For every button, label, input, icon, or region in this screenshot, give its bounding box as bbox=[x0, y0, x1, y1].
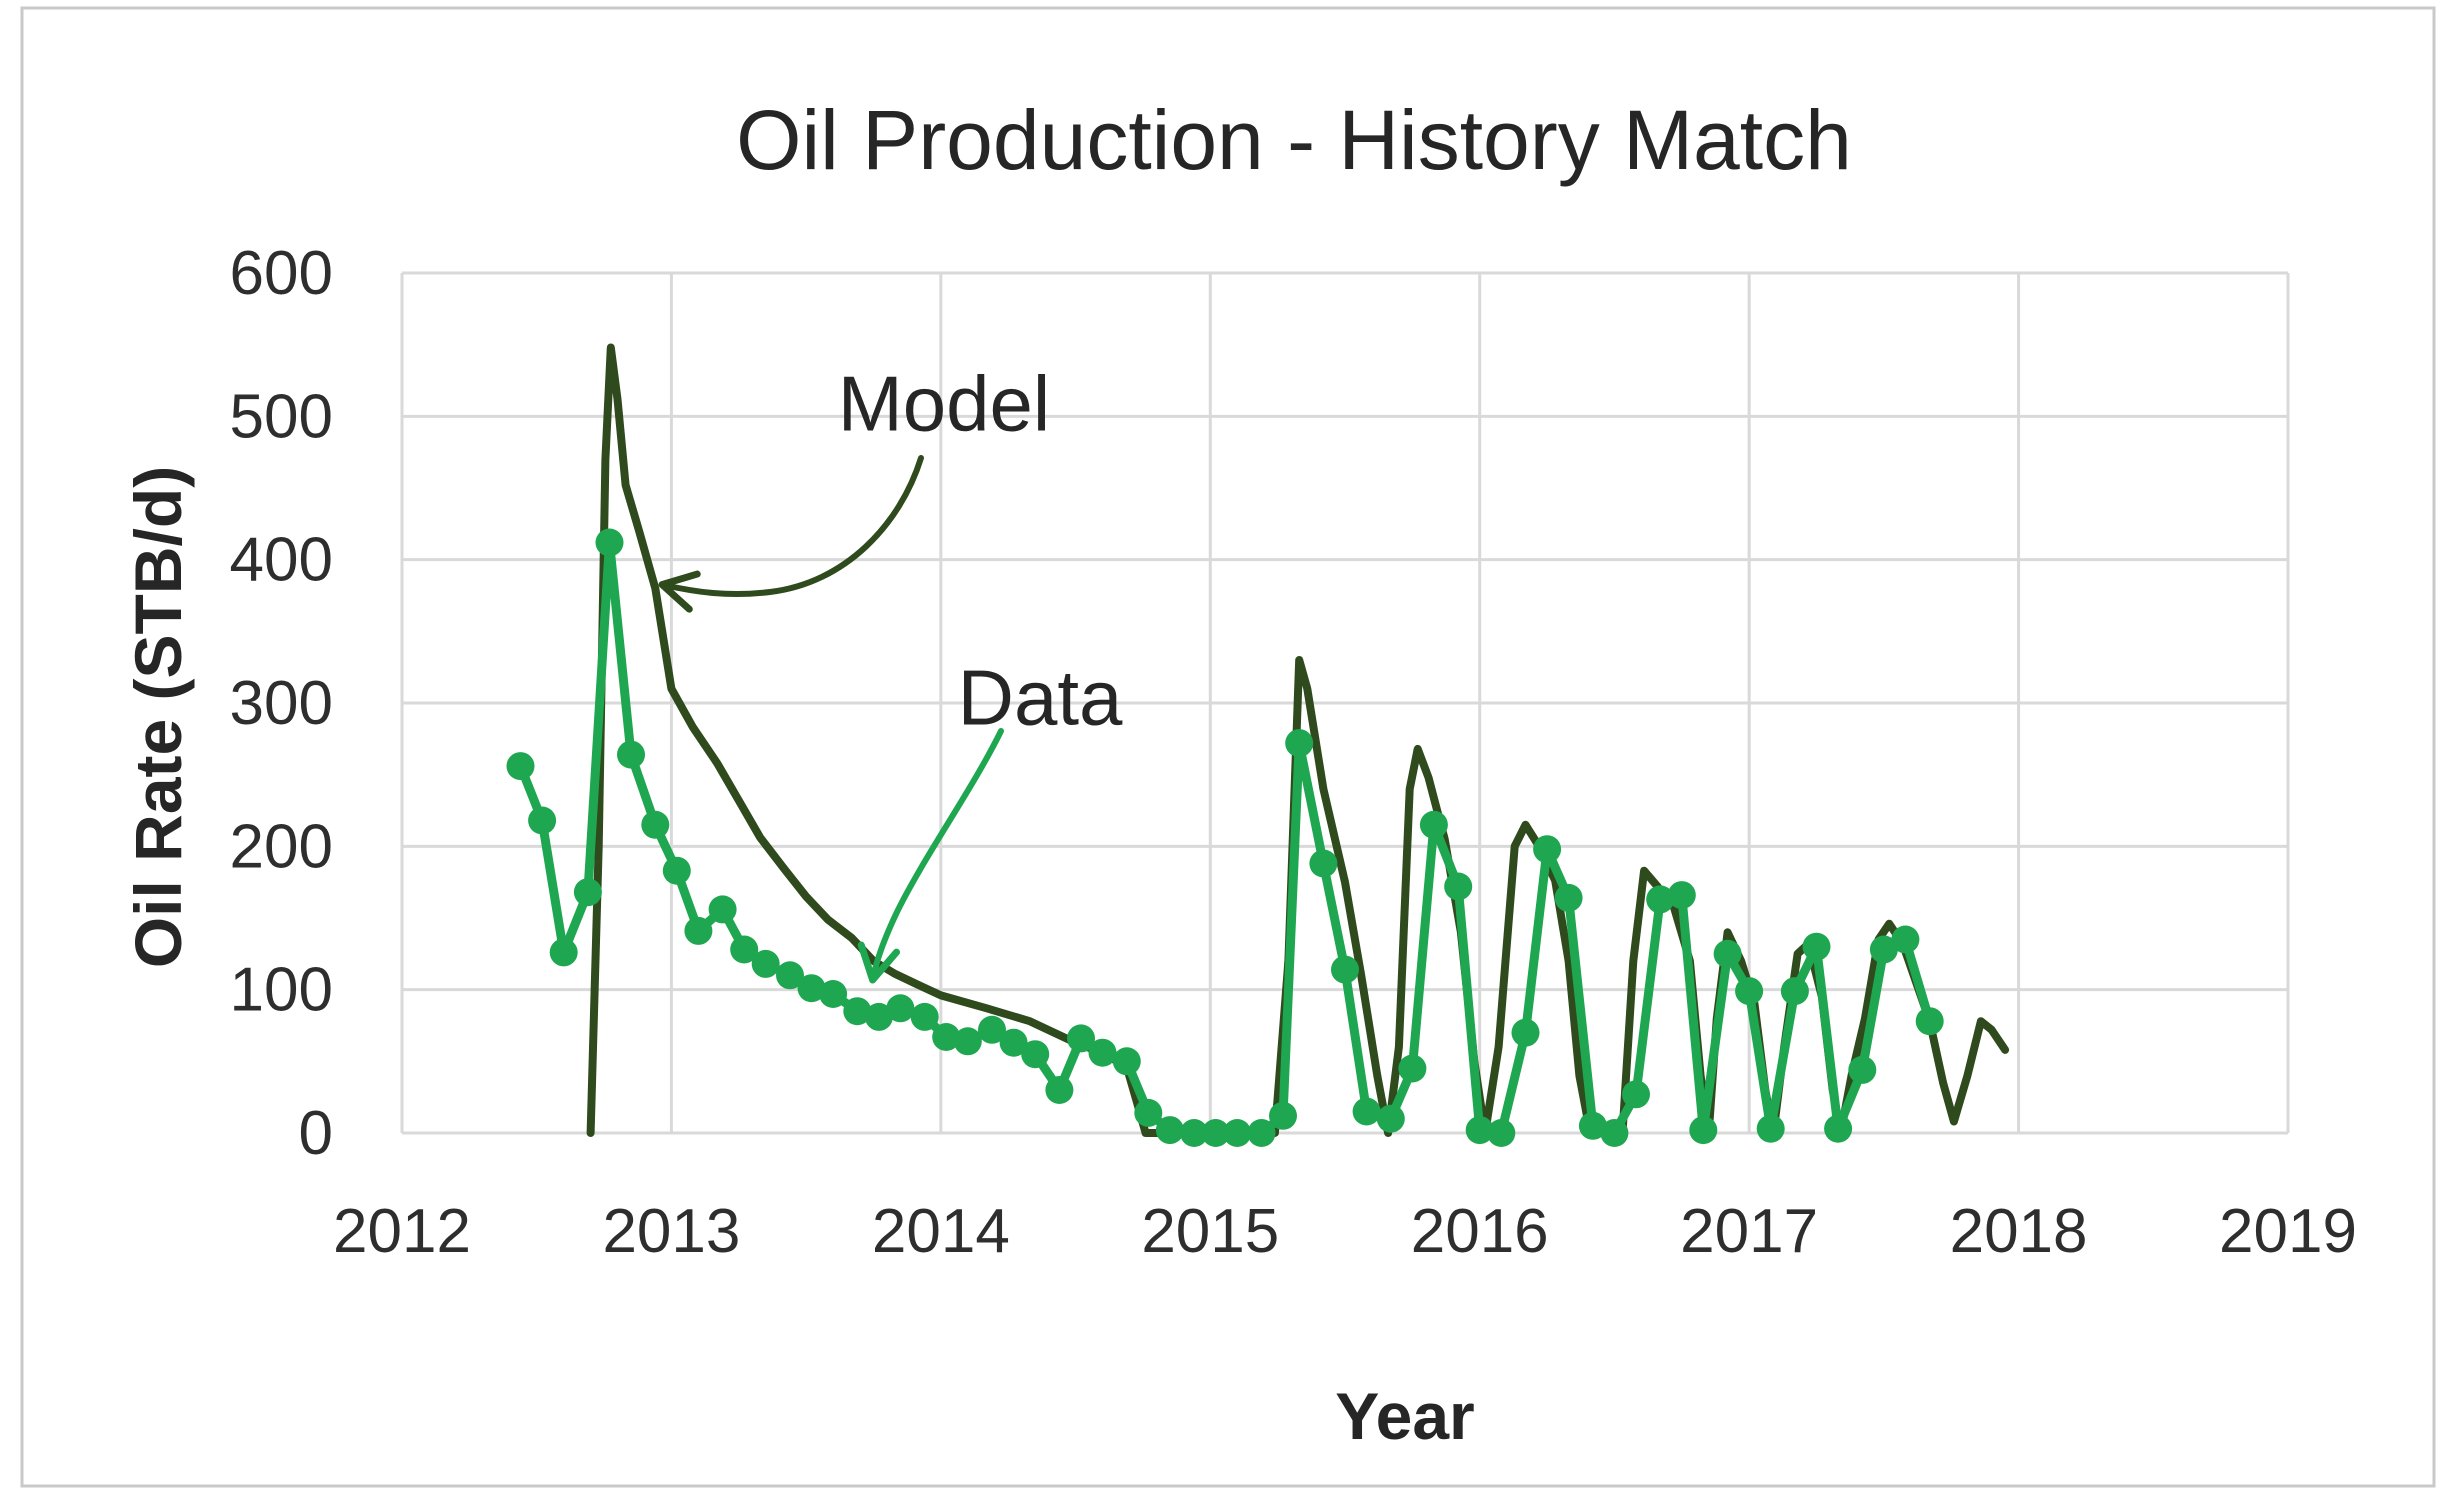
y-tick-label: 100 bbox=[230, 956, 333, 1025]
data-point bbox=[1915, 1007, 1944, 1036]
data-point bbox=[1201, 1119, 1230, 1147]
data-point bbox=[684, 916, 713, 945]
data-point bbox=[1622, 1080, 1650, 1109]
data-point bbox=[1419, 810, 1448, 839]
data-point bbox=[528, 806, 557, 835]
data-point bbox=[1646, 885, 1675, 914]
data-series-markers bbox=[506, 528, 1944, 1147]
data-point bbox=[1891, 925, 1920, 954]
data-point bbox=[1824, 1114, 1853, 1143]
data-point bbox=[1511, 1018, 1540, 1047]
y-tick-label: 200 bbox=[230, 812, 333, 881]
y-axis-title: Oil Rate (STB/d) bbox=[121, 465, 195, 969]
model-annotation-arrow bbox=[658, 455, 924, 613]
data-point bbox=[1398, 1054, 1427, 1083]
data-point bbox=[1802, 932, 1831, 961]
data-point bbox=[1180, 1119, 1209, 1147]
data-point bbox=[730, 935, 759, 964]
data-point bbox=[819, 980, 848, 1008]
data-point bbox=[910, 1002, 939, 1031]
data-point bbox=[776, 961, 804, 990]
data-point bbox=[1869, 935, 1898, 964]
x-axis-title: Year bbox=[1335, 1379, 1475, 1453]
y-tick-label: 300 bbox=[230, 669, 333, 738]
data-point bbox=[617, 740, 645, 769]
data-point bbox=[1689, 1116, 1718, 1145]
x-tick-label: 2018 bbox=[1950, 1197, 2088, 1266]
data-point bbox=[1376, 1104, 1405, 1133]
x-tick-label: 2019 bbox=[2219, 1197, 2357, 1266]
data-point bbox=[506, 752, 535, 781]
data-point bbox=[549, 938, 578, 967]
data-point bbox=[999, 1028, 1028, 1057]
data-point bbox=[864, 1002, 893, 1031]
data-point bbox=[1487, 1119, 1516, 1147]
data-point bbox=[641, 810, 670, 839]
data-point bbox=[843, 997, 872, 1026]
data-point bbox=[1756, 1114, 1785, 1143]
data-point bbox=[1088, 1038, 1117, 1067]
data-annotation-label: Data bbox=[957, 653, 1123, 742]
data-point bbox=[1352, 1097, 1381, 1126]
data-point bbox=[797, 974, 826, 1003]
data-point bbox=[595, 528, 624, 557]
data-point bbox=[708, 895, 737, 924]
x-tick-label: 2016 bbox=[1411, 1197, 1549, 1266]
x-tick-labels: 2012 2013 2014 2015 2016 2017 2018 2019 bbox=[333, 1197, 2357, 1266]
data-point bbox=[1223, 1119, 1252, 1147]
x-tick-label: 2015 bbox=[1141, 1197, 1279, 1266]
data-point bbox=[932, 1023, 961, 1051]
data-point bbox=[1134, 1098, 1163, 1127]
data-point bbox=[1533, 835, 1562, 864]
data-point bbox=[573, 878, 602, 907]
data-point bbox=[662, 856, 691, 885]
data-point bbox=[751, 949, 780, 978]
data-point bbox=[1444, 872, 1473, 901]
data-point bbox=[1112, 1047, 1141, 1076]
data-point bbox=[1045, 1076, 1074, 1104]
data-point bbox=[1331, 955, 1359, 984]
data-point bbox=[1667, 881, 1696, 910]
data-point bbox=[1309, 849, 1338, 878]
x-tick-label: 2013 bbox=[602, 1197, 740, 1266]
data-point bbox=[1465, 1116, 1494, 1145]
y-tick-label: 0 bbox=[299, 1099, 333, 1168]
data-series-line bbox=[516, 538, 1935, 1138]
data-point bbox=[1735, 977, 1764, 1006]
data-point bbox=[1269, 1101, 1297, 1130]
data-point bbox=[1285, 729, 1314, 758]
data-point bbox=[1780, 977, 1809, 1006]
model-annotation-label: Model bbox=[837, 359, 1051, 448]
chart-title: Oil Production - History Match bbox=[736, 93, 1852, 187]
data-point bbox=[953, 1027, 982, 1056]
data-point bbox=[1554, 883, 1583, 912]
x-tick-label: 2017 bbox=[1680, 1197, 1818, 1266]
data-point bbox=[1021, 1040, 1050, 1069]
y-tick-label: 500 bbox=[230, 382, 333, 451]
data-point bbox=[1067, 1024, 1095, 1053]
data-point bbox=[978, 1015, 1006, 1044]
x-tick-label: 2014 bbox=[872, 1197, 1010, 1266]
x-tick-label: 2012 bbox=[333, 1197, 471, 1266]
data-point bbox=[1600, 1119, 1629, 1147]
y-tick-label: 400 bbox=[230, 526, 333, 595]
data-point bbox=[1155, 1116, 1184, 1145]
data-point bbox=[1713, 939, 1742, 968]
data-point bbox=[1848, 1055, 1877, 1084]
data-point bbox=[1247, 1119, 1276, 1147]
data-point bbox=[1578, 1111, 1607, 1140]
gridlines bbox=[400, 271, 2290, 1135]
data-annotation-arrow bbox=[857, 728, 1004, 984]
chart-border bbox=[20, 6, 2436, 1488]
y-tick-label: 600 bbox=[230, 239, 333, 308]
data-point bbox=[886, 994, 915, 1023]
y-tick-labels: 0 100 200 300 400 500 600 bbox=[230, 239, 333, 1168]
